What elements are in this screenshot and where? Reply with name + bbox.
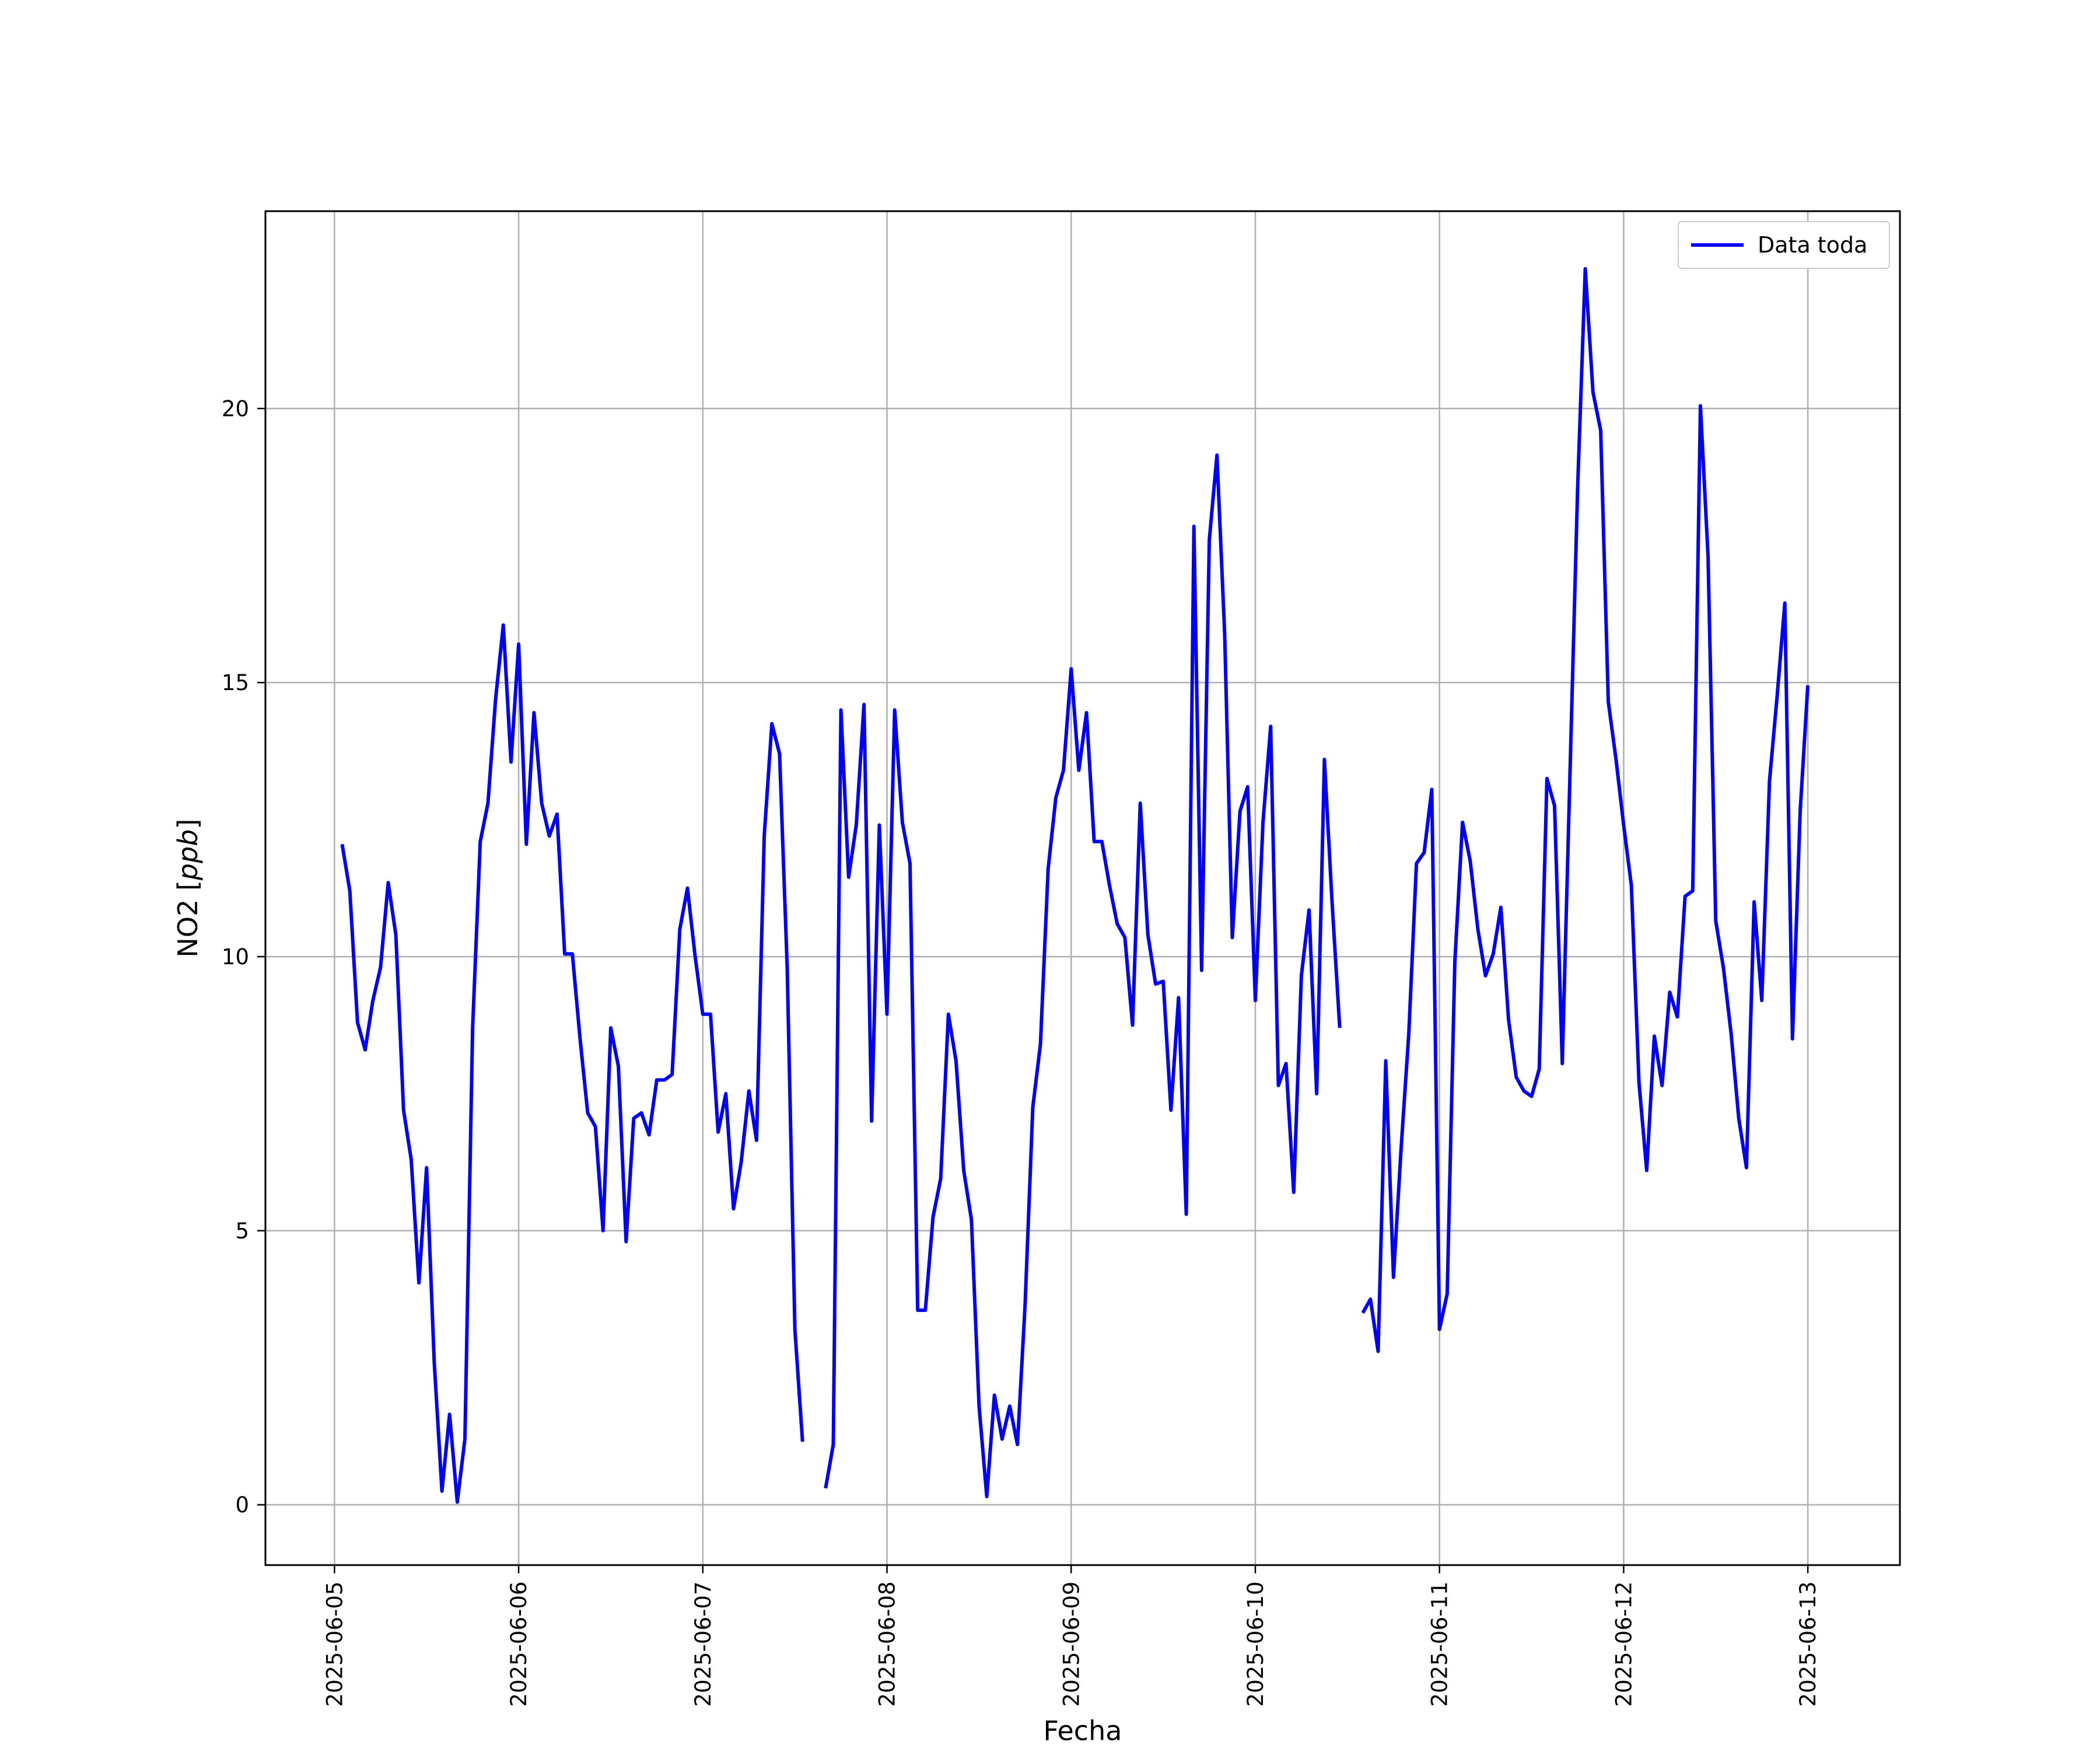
y-axis-label: NO2 [ppb] — [172, 818, 204, 957]
y-axis-ticks: 0 5 10 15 20 — [222, 396, 265, 1518]
series-line-segment — [1361, 267, 1810, 1353]
x-tick-label: 2025-06-10 — [1243, 1581, 1268, 1707]
x-tick-label: 2025-06-07 — [691, 1581, 716, 1707]
legend: Data toda — [1678, 221, 1890, 269]
y-tick-label: 5 — [235, 1219, 249, 1244]
series-layer — [340, 267, 1810, 1504]
y-tick-label: 20 — [222, 396, 249, 421]
x-tick-label: 2025-06-05 — [322, 1581, 347, 1707]
legend-box — [1678, 221, 1890, 269]
series-line-segment — [824, 453, 1342, 1499]
legend-label: Data toda — [1758, 232, 1867, 258]
x-axis-ticks: 2025-06-05 2025-06-06 2025-06-07 2025-06-08… — [322, 1565, 1821, 1707]
x-tick-label: 2025-06-08 — [875, 1581, 900, 1707]
x-tick-label: 2025-06-12 — [1611, 1581, 1636, 1707]
x-tick-label: 2025-06-13 — [1796, 1581, 1821, 1707]
plot-frame — [264, 210, 1901, 1566]
x-tick-label: 2025-06-09 — [1059, 1581, 1084, 1707]
y-tick-label: 15 — [222, 670, 249, 695]
series-line-segment — [340, 623, 804, 1504]
x-axis-label: Fecha — [1044, 1715, 1122, 1746]
grid-lines — [265, 211, 1900, 1565]
y-tick-label: 0 — [235, 1493, 249, 1518]
x-tick-label: 2025-06-11 — [1427, 1581, 1452, 1707]
y-tick-label: 10 — [222, 944, 249, 970]
x-tick-label: 2025-06-06 — [506, 1581, 531, 1707]
